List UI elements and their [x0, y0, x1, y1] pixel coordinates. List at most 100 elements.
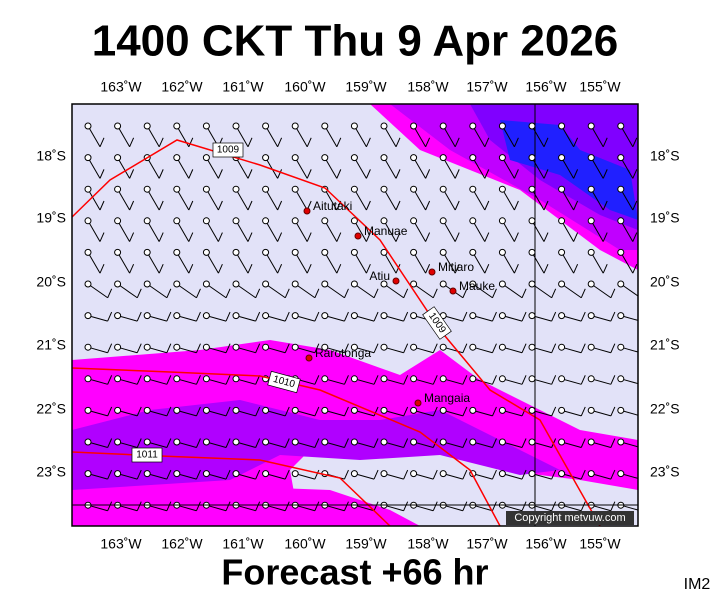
barb-flag	[640, 470, 644, 479]
barb-station	[439, 438, 447, 446]
barb-flag	[492, 469, 497, 480]
barb-station	[232, 185, 240, 193]
barb-flag	[432, 288, 438, 298]
barb-flag	[462, 343, 468, 353]
barb-staff	[265, 188, 279, 211]
barb-staff	[501, 157, 515, 179]
barb-station	[587, 375, 595, 383]
barb-flag	[314, 469, 320, 480]
barb-flag	[610, 375, 616, 385]
place-label: Manuae	[364, 224, 408, 238]
place-dot	[414, 399, 422, 407]
barb-station	[202, 248, 210, 256]
barb-staff	[472, 283, 493, 299]
barb-flag	[521, 311, 527, 322]
barb-station	[587, 343, 595, 351]
barb-flag	[492, 288, 497, 298]
barb-station	[617, 406, 625, 414]
barb-staff	[590, 220, 604, 242]
barb-staff	[265, 157, 279, 179]
barb-flag	[462, 311, 468, 322]
barb-station	[617, 343, 625, 351]
barb-station	[84, 343, 92, 351]
barb-staff	[561, 125, 575, 148]
barb-flag	[484, 200, 490, 211]
barb-station	[114, 312, 122, 320]
barb-station	[528, 248, 536, 256]
barb-station	[410, 185, 418, 193]
barb-staff	[176, 252, 190, 274]
barb-flag	[573, 169, 579, 179]
barb-flag	[395, 263, 401, 274]
barb-station	[498, 406, 506, 414]
barb-station	[202, 185, 210, 193]
barb-staff	[383, 188, 397, 211]
barb-flag	[284, 406, 290, 417]
barb-flag	[492, 501, 497, 511]
barb-staff	[146, 252, 160, 274]
barb-flag	[425, 137, 431, 147]
barb-staff	[590, 188, 604, 211]
barb-station	[558, 122, 566, 130]
barb-station	[498, 375, 506, 383]
barb-flag	[395, 200, 401, 211]
isobar-label-box	[267, 370, 301, 394]
barb-flag	[492, 438, 497, 448]
barb-flag	[602, 137, 608, 147]
barb-flag	[403, 501, 409, 511]
barb-flag	[158, 137, 164, 147]
barb-station	[439, 406, 447, 414]
barb-flag	[166, 438, 172, 448]
barb-flag	[365, 137, 371, 147]
barb-staff	[561, 220, 575, 242]
barb-flag	[365, 232, 371, 242]
barb-station	[291, 154, 299, 162]
barb-flag	[166, 501, 172, 511]
barb-station	[114, 185, 122, 193]
barb-flag	[225, 469, 231, 480]
lon-label: 161˚W	[222, 79, 264, 95]
barb-station	[439, 185, 447, 193]
barb-station	[498, 248, 506, 256]
barb-flag	[217, 200, 223, 211]
barb-staff	[205, 220, 219, 242]
barb-station	[410, 375, 418, 383]
barb-flag	[344, 501, 349, 511]
barb-staff	[176, 188, 190, 211]
barb-flag	[107, 311, 113, 322]
barb-flag	[306, 263, 312, 274]
lat-label: 22˚S	[650, 401, 680, 417]
place-dot	[428, 268, 436, 276]
barb-station	[173, 280, 181, 288]
barb-station	[291, 248, 299, 256]
barb-station	[498, 438, 506, 446]
barb-flag	[255, 375, 261, 385]
barb-flag	[188, 232, 194, 242]
barb-flag	[255, 343, 261, 353]
barb-flag	[166, 469, 172, 480]
isobar-label-box	[131, 447, 163, 463]
barb-staff	[502, 283, 523, 299]
barb-station	[143, 122, 151, 130]
barb-flag	[255, 288, 261, 298]
barb-flag	[425, 169, 431, 179]
barb-flag	[344, 311, 349, 322]
barb-station	[84, 185, 92, 193]
barb-flag	[196, 288, 201, 298]
barb-flag	[454, 232, 460, 242]
barb-flag	[521, 375, 527, 385]
barb-flag	[107, 406, 113, 417]
lon-label: 155˚W	[579, 536, 621, 552]
barb-staff	[620, 283, 638, 297]
barb-staff	[205, 157, 219, 179]
barb-flag	[284, 311, 290, 322]
barb-flag	[492, 406, 497, 417]
barb-staff	[413, 283, 434, 299]
barb-staff	[265, 125, 279, 148]
barb-staff	[324, 252, 338, 274]
place-dot	[392, 277, 400, 285]
barb-flag	[107, 438, 113, 448]
barb-station	[202, 217, 210, 225]
barb-station	[291, 438, 299, 446]
barb-station	[410, 122, 418, 130]
